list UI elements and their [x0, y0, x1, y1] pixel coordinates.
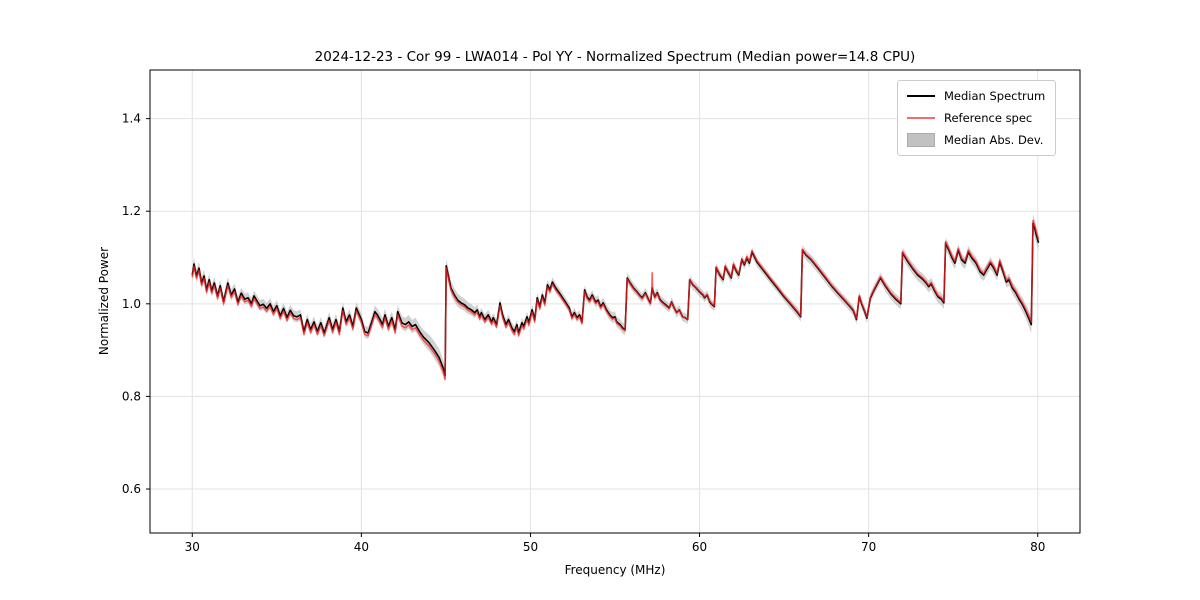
mad-band — [192, 214, 1039, 384]
y-tick-label: 0.8 — [122, 389, 141, 403]
y-tick-label: 1.2 — [122, 204, 141, 218]
legend-entry-median-spectrum: Median Spectrum — [907, 87, 1045, 105]
legend-label: Median Spectrum — [944, 89, 1046, 103]
x-tick-label: 80 — [1030, 540, 1045, 554]
median-spectrum-line — [191, 222, 1040, 377]
legend: Median Spectrum Reference spec Median Ab… — [897, 80, 1057, 156]
y-tick-label: 1.0 — [122, 297, 141, 311]
y-tick-label: 0.6 — [122, 482, 141, 496]
x-tick-label: 40 — [354, 540, 369, 554]
plot-border — [149, 69, 1081, 534]
reference-spec-line — [191, 219, 1040, 381]
mad-patch-swatch-icon — [907, 133, 935, 147]
x-tick-label: 50 — [523, 540, 538, 554]
x-tick-label: 60 — [692, 540, 707, 554]
y-tick-label: 1.4 — [122, 112, 141, 126]
legend-label: Reference spec — [944, 111, 1033, 125]
median-line-swatch-icon — [907, 94, 935, 98]
y-axis-label: Normalized Power — [97, 246, 111, 356]
reference-line-swatch-icon — [907, 116, 935, 120]
x-tick-label: 30 — [185, 540, 200, 554]
x-axis-label: Frequency (MHz) — [564, 563, 666, 577]
x-tick-label: 70 — [861, 540, 876, 554]
legend-label: Median Abs. Dev. — [944, 133, 1044, 147]
legend-entry-reference-spec: Reference spec — [907, 109, 1045, 127]
chart-title: 2024-12-23 - Cor 99 - LWA014 - Pol YY - … — [314, 49, 916, 65]
legend-entry-median-abs-dev: Median Abs. Dev. — [907, 131, 1045, 149]
